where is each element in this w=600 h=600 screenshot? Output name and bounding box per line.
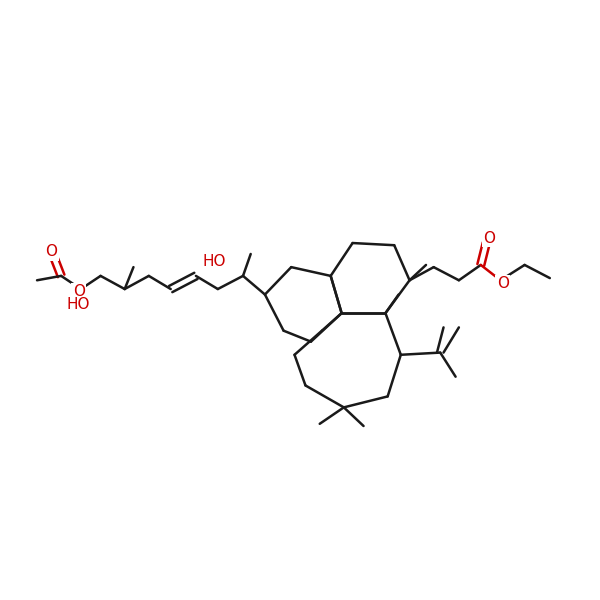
Text: O: O (73, 284, 85, 299)
Text: O: O (497, 276, 509, 291)
Text: HO: HO (203, 254, 226, 269)
Text: O: O (45, 244, 57, 259)
Text: HO: HO (67, 297, 91, 312)
Text: O: O (484, 231, 496, 246)
